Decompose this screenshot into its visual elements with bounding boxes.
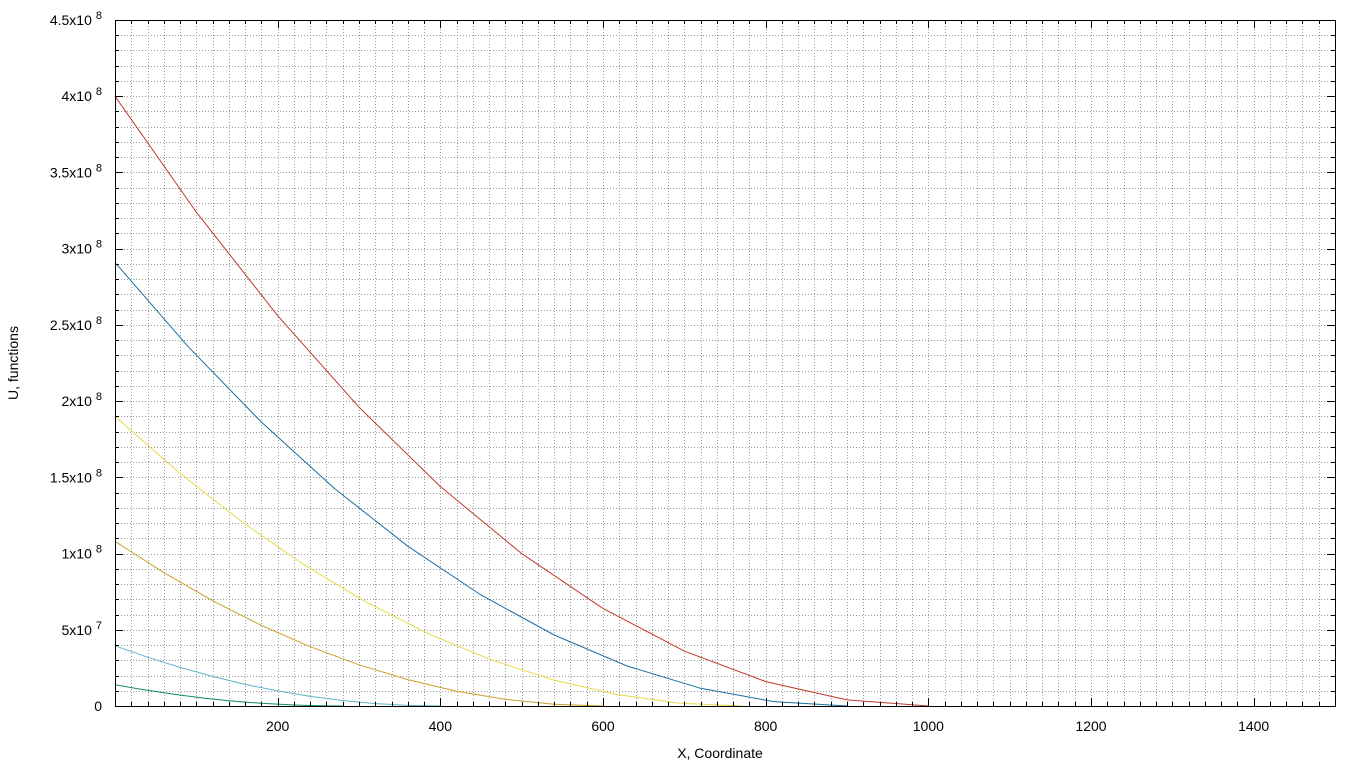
x-tick-label: 800	[754, 718, 778, 734]
y-tick-label: 1.5x10 8	[50, 467, 102, 485]
y-tick-label: 1x10 8	[62, 544, 102, 562]
y-tick-label: 4x10 8	[62, 86, 102, 104]
y-tick-label: 2x10 8	[62, 391, 102, 409]
x-tick-label: 1400	[1238, 718, 1269, 734]
y-tick-label: 5x10 7	[62, 620, 102, 638]
plot-frame	[115, 20, 1336, 707]
x-tick-labels: 200 400 600 800 1000 1200 1400	[266, 718, 1269, 734]
x-tick-label: 1200	[1075, 718, 1106, 734]
x-axis-title: X, Coordinate	[677, 745, 763, 761]
series-line-4	[114, 540, 604, 707]
series-line-2	[114, 262, 848, 707]
y-axis-title: U, functions	[5, 326, 21, 400]
x-tick-label: 600	[591, 718, 615, 734]
series-line-3	[114, 416, 742, 707]
y-tick-label: 0	[94, 698, 102, 714]
x-tick-label: 1000	[913, 718, 944, 734]
series-curves	[114, 95, 929, 707]
x-tick-label: 400	[429, 718, 453, 734]
y-tick-label: 4.5x10 8	[50, 10, 102, 28]
series-line-6	[114, 684, 343, 707]
y-tick-label: 3x10 8	[62, 239, 102, 257]
y-tick-label: 2.5x10 8	[50, 315, 102, 333]
y-tick-label: 3.5x10 8	[50, 162, 102, 180]
series-line-5	[114, 645, 441, 707]
ticks	[115, 20, 1335, 706]
series-line-1	[114, 95, 929, 707]
y-tick-labels: 0 5x10 7 1x10 8 1.5x10 8 2x10 8 2.5x10 8 3x10 8 3.5x1…	[50, 10, 102, 714]
x-tick-label: 200	[266, 718, 290, 734]
grid	[115, 20, 1335, 706]
